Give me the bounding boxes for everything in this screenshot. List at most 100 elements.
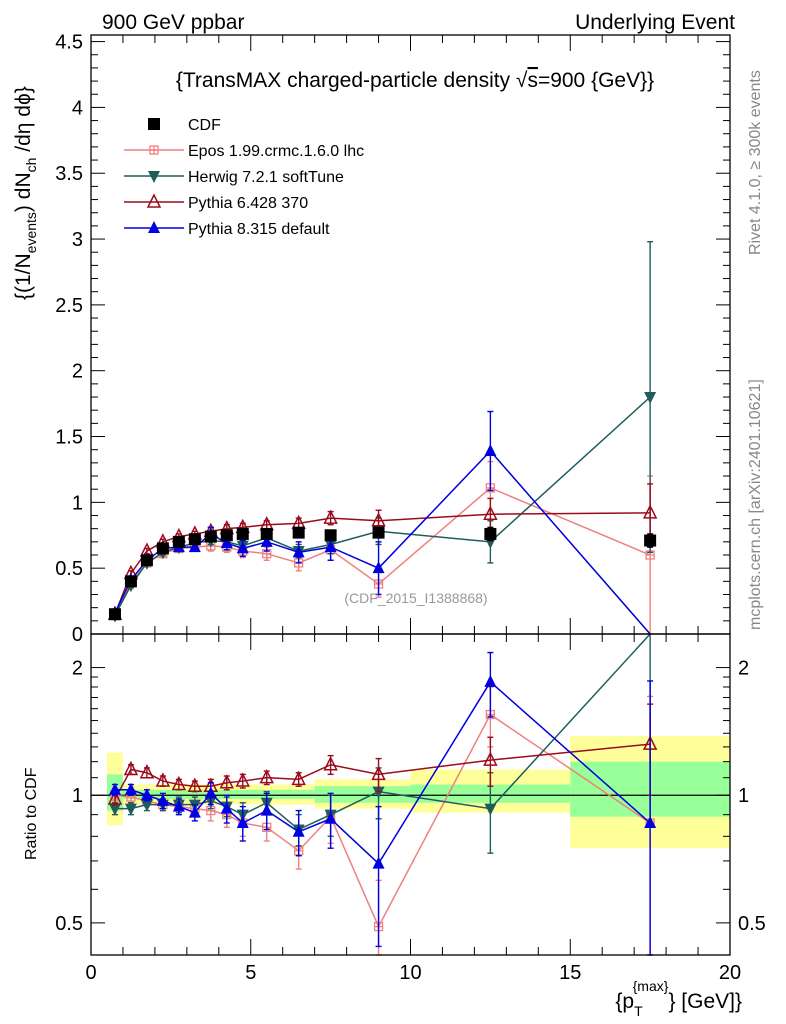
- data-point: [155, 772, 171, 787]
- data-point: [107, 790, 123, 805]
- data-point: [123, 760, 139, 776]
- main-ytick-label: 1: [72, 492, 83, 514]
- data-point: [324, 540, 337, 553]
- data-point: [483, 751, 498, 766]
- title-sqrt: √: [516, 69, 528, 92]
- ratio-ytick-label-right: 1: [738, 785, 749, 807]
- data-point: [371, 765, 386, 781]
- ylabel-part-c: ) dN: [12, 172, 35, 212]
- main-ytick-label: 0: [72, 624, 83, 646]
- data-point: [483, 505, 498, 520]
- data-point: [139, 764, 155, 779]
- ratio-band-green: [122, 789, 315, 799]
- data-point: [236, 541, 249, 554]
- ratio-series-layer: [107, 633, 658, 956]
- chart-title: {TransMAX charged-particle density √s=90…: [176, 69, 654, 92]
- title-before: {TransMAX charged-particle density: [176, 69, 516, 92]
- ylabel-part-a: {(1/N: [12, 253, 35, 300]
- legend-item: Pythia 6.428 370: [124, 193, 308, 212]
- ylabel-part-d: ch: [23, 158, 39, 173]
- header-left: 900 GeV ppbar: [102, 11, 244, 34]
- data-point: [292, 824, 305, 837]
- data-point: [372, 561, 385, 574]
- xlabel-part-sup: {max}: [633, 978, 669, 994]
- data-point: [108, 608, 121, 621]
- data-point: [323, 756, 338, 771]
- data-point: [484, 674, 497, 687]
- series-cdf: [108, 526, 657, 621]
- data-point: [484, 527, 497, 540]
- ratio-ytick-label: 0.5: [55, 913, 83, 935]
- data-point: [236, 527, 249, 540]
- data-point: [140, 788, 153, 801]
- data-point: [140, 554, 153, 567]
- data-point: [260, 527, 273, 540]
- ratio-panel: 0.5 0.51 12 20 5 10 15 20: [55, 633, 766, 984]
- data-point: [235, 772, 250, 787]
- data-point: [372, 856, 385, 869]
- data-point: [484, 803, 497, 816]
- main-panel: 0 0.5 1 1.5 2 2.5 3 3.5 4 4.5: [55, 32, 731, 646]
- title-after: =900 {GeV}}: [538, 69, 654, 92]
- x-tick-label: 0: [85, 962, 96, 984]
- data-point: [172, 799, 185, 812]
- legend-label: CDF: [188, 117, 221, 134]
- data-point: [324, 529, 337, 542]
- header-right: Underlying Event: [575, 11, 735, 34]
- data-point: [644, 534, 657, 547]
- data-point: [260, 534, 273, 547]
- data-point: [236, 816, 249, 829]
- series-pythia-8-315-default: [108, 651, 657, 956]
- ylabel-part-e: /dη dϕ}: [12, 86, 35, 157]
- data-point: [171, 775, 187, 791]
- x-tick-label: 10: [399, 962, 421, 984]
- main-ytick-label: 0.5: [55, 558, 83, 580]
- legend-item: Pythia 8.315 default: [124, 221, 330, 238]
- data-point: [371, 512, 386, 527]
- legend-marker: [148, 118, 160, 130]
- data-point: [642, 504, 658, 519]
- data-point: [188, 540, 201, 553]
- xlabel-part-a: {p: [615, 990, 634, 1013]
- ratio-ylabel: Ratio to CDF: [23, 767, 40, 860]
- data-point: [204, 530, 217, 543]
- data-point: [156, 542, 169, 555]
- data-point: [124, 575, 137, 588]
- legend-item: Herwig 7.2.1 softTune: [124, 169, 344, 186]
- ratio-frame: [90, 633, 731, 956]
- ratio-band-green: [314, 786, 411, 803]
- main-ytick-label: 4: [72, 97, 83, 119]
- data-point: [140, 799, 153, 812]
- x-axis-label: {pT {max}} [GeV]}: [615, 978, 742, 1019]
- data-point: [188, 533, 201, 546]
- ratio-axes: 0.5 0.51 12 20 5 10 15 20: [55, 634, 766, 984]
- xlabel-part-b: } [GeV]}: [668, 990, 742, 1013]
- ratio-ytick-label-right: 0.5: [738, 913, 766, 935]
- ratio-ytick-label-right: 2: [738, 658, 749, 680]
- x-tick-label: 15: [559, 962, 581, 984]
- main-frame: [90, 34, 731, 635]
- data-point: [372, 526, 385, 539]
- series-herwig-7-2-1-softtune: [108, 240, 657, 623]
- legend-label: Epos 1.99.crmc.1.6.0 lhc: [188, 143, 364, 160]
- data-point: [372, 786, 385, 799]
- data-point: [484, 444, 497, 457]
- data-point: [108, 782, 121, 795]
- legend: CDF Epos 1.99.crmc.1.6.0 lhc Herwig 7.2.1 …: [124, 117, 364, 238]
- data-point: [644, 816, 657, 829]
- data-point: [219, 774, 235, 789]
- main-ytick-label: 2: [72, 361, 83, 383]
- legend-marker: [149, 145, 159, 155]
- xlabel-part-sub: T: [634, 1003, 643, 1019]
- main-ytick-label: 3.5: [55, 163, 83, 185]
- ratio-ytick-label: 1: [72, 785, 83, 807]
- legend-marker: [146, 193, 162, 208]
- main-series-layer: [107, 240, 658, 635]
- legend-label: Herwig 7.2.1 softTune: [188, 169, 344, 186]
- data-point: [172, 535, 185, 548]
- ylabel-part-b: events: [23, 212, 39, 253]
- title-s: s: [527, 69, 538, 92]
- x-tick-label: 20: [719, 962, 741, 984]
- data-point: [220, 801, 233, 814]
- data-point: [259, 769, 274, 784]
